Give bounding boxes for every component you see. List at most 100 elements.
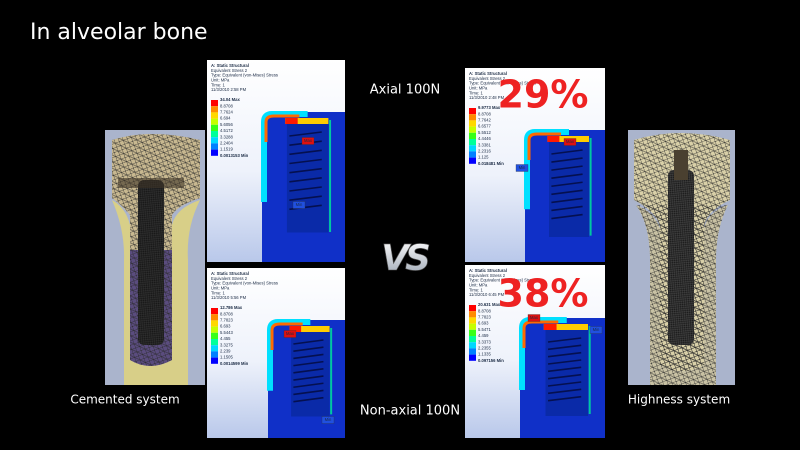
model-inner (549, 138, 589, 237)
legend-value: 34.04 Max (220, 97, 240, 102)
thread (551, 197, 583, 204)
panel-header-line: Equivalent Stress 2 (211, 276, 248, 281)
fea-model (524, 129, 605, 262)
legend-swatch (469, 145, 476, 152)
caption-highness: Highness system (628, 393, 730, 407)
panel-header-line: Type: Equivalent (von-Mises) Stress (211, 281, 278, 286)
stress-collar (543, 324, 588, 330)
thread (289, 131, 322, 137)
legend-swatch (469, 126, 476, 133)
thread (547, 359, 582, 365)
legend-value: 2.2316 (478, 149, 491, 154)
max-tag: Max (304, 138, 313, 143)
label-non-axial: Non-axial 100N (360, 404, 460, 419)
legend-value: 12.786 Max (220, 305, 243, 310)
panel-header-line: Time: 1 (469, 287, 483, 292)
legend-swatch (211, 118, 218, 125)
thread (547, 344, 582, 351)
legend-swatch (211, 339, 218, 346)
legend-value: 2.2404 (220, 141, 233, 146)
legend-swatch (469, 151, 476, 158)
legend-swatch (469, 329, 476, 336)
panel-header-line: A: Static Structural (469, 71, 507, 76)
thread (289, 186, 322, 192)
panel-header-line: 11/3/2010 2:48 PM (469, 95, 505, 100)
fea-model (267, 319, 345, 438)
legend-swatch (211, 320, 218, 327)
legend-swatch (469, 120, 476, 127)
min-tag: Min (325, 417, 332, 422)
legend-value: 8.8708 (220, 311, 233, 316)
stress-hot (522, 320, 559, 348)
panel-header-line: Time: 1 (211, 82, 225, 87)
panel-header-line: Type: Equivalent (von-Mises) Stress (469, 81, 536, 86)
legend-swatch (469, 114, 476, 121)
legend-value: 1.1335 (478, 352, 491, 357)
max-tag: Max (286, 331, 295, 336)
legend-swatch (211, 308, 218, 315)
legend-value: 3.3373 (478, 339, 491, 344)
percent-non-axial: 38% (498, 272, 589, 316)
stress-rim (267, 319, 311, 391)
thread (293, 389, 324, 396)
stress-peak (289, 326, 302, 332)
legend-swatch (211, 112, 218, 119)
stress-hot (270, 322, 303, 350)
min-tag: Min (296, 202, 303, 207)
thread (551, 205, 583, 212)
thread (551, 189, 583, 196)
legend-value: 0.0014599 Min (220, 361, 249, 366)
legend-swatch (469, 132, 476, 139)
legend-swatch (211, 143, 218, 150)
percent-axial: 29% (498, 73, 589, 117)
panel-header-line: 11/3/2010 2:58 PM (211, 87, 247, 92)
legend-swatch (211, 314, 218, 321)
legend-value: 1.125 (478, 155, 489, 160)
stress-hot (527, 132, 561, 160)
legend-value: 9.9773 Max (478, 105, 501, 110)
legend-value: 4.455 (220, 336, 231, 341)
legend-swatch (469, 342, 476, 349)
legend-swatch (469, 354, 476, 361)
legend-value: 4.5172 (220, 128, 233, 133)
legend-value: 0.018481 Min (478, 161, 504, 166)
legend-value: 0.0013153 Min (220, 153, 249, 158)
legend-value: 6.6577 (478, 124, 491, 129)
panel-header-line: Unit: MPa (469, 86, 488, 91)
legend-value: 7.7823 (478, 315, 491, 320)
max-tag-box (563, 138, 577, 146)
thread (289, 167, 322, 174)
thread (293, 360, 324, 367)
thread (293, 396, 324, 403)
max-tag: Max (566, 139, 575, 144)
min-tag-box (515, 164, 529, 172)
thread (547, 395, 582, 402)
model-inner (286, 120, 329, 233)
min-tag-box (321, 416, 335, 424)
legend-value: 4.459 (478, 333, 489, 338)
panel-header-line: Type: Equivalent (von-Mises) Stress (469, 278, 536, 283)
thread (293, 368, 324, 374)
fea-model (519, 317, 605, 438)
max-tag-box (283, 330, 297, 338)
max-tag-box (301, 137, 315, 145)
legend-swatch (469, 157, 476, 164)
thread (547, 351, 582, 358)
thread (547, 381, 582, 387)
legend-swatch (211, 106, 218, 113)
legend-value: 6.694 (220, 116, 231, 121)
max-tag-box (527, 314, 541, 322)
thread (289, 158, 322, 165)
panel-header-line: A: Static Structural (211, 271, 249, 276)
thread (551, 213, 583, 220)
legend-value: 3.3381 (478, 142, 491, 147)
stress-peak (285, 118, 298, 124)
min-tag-box (589, 326, 603, 334)
